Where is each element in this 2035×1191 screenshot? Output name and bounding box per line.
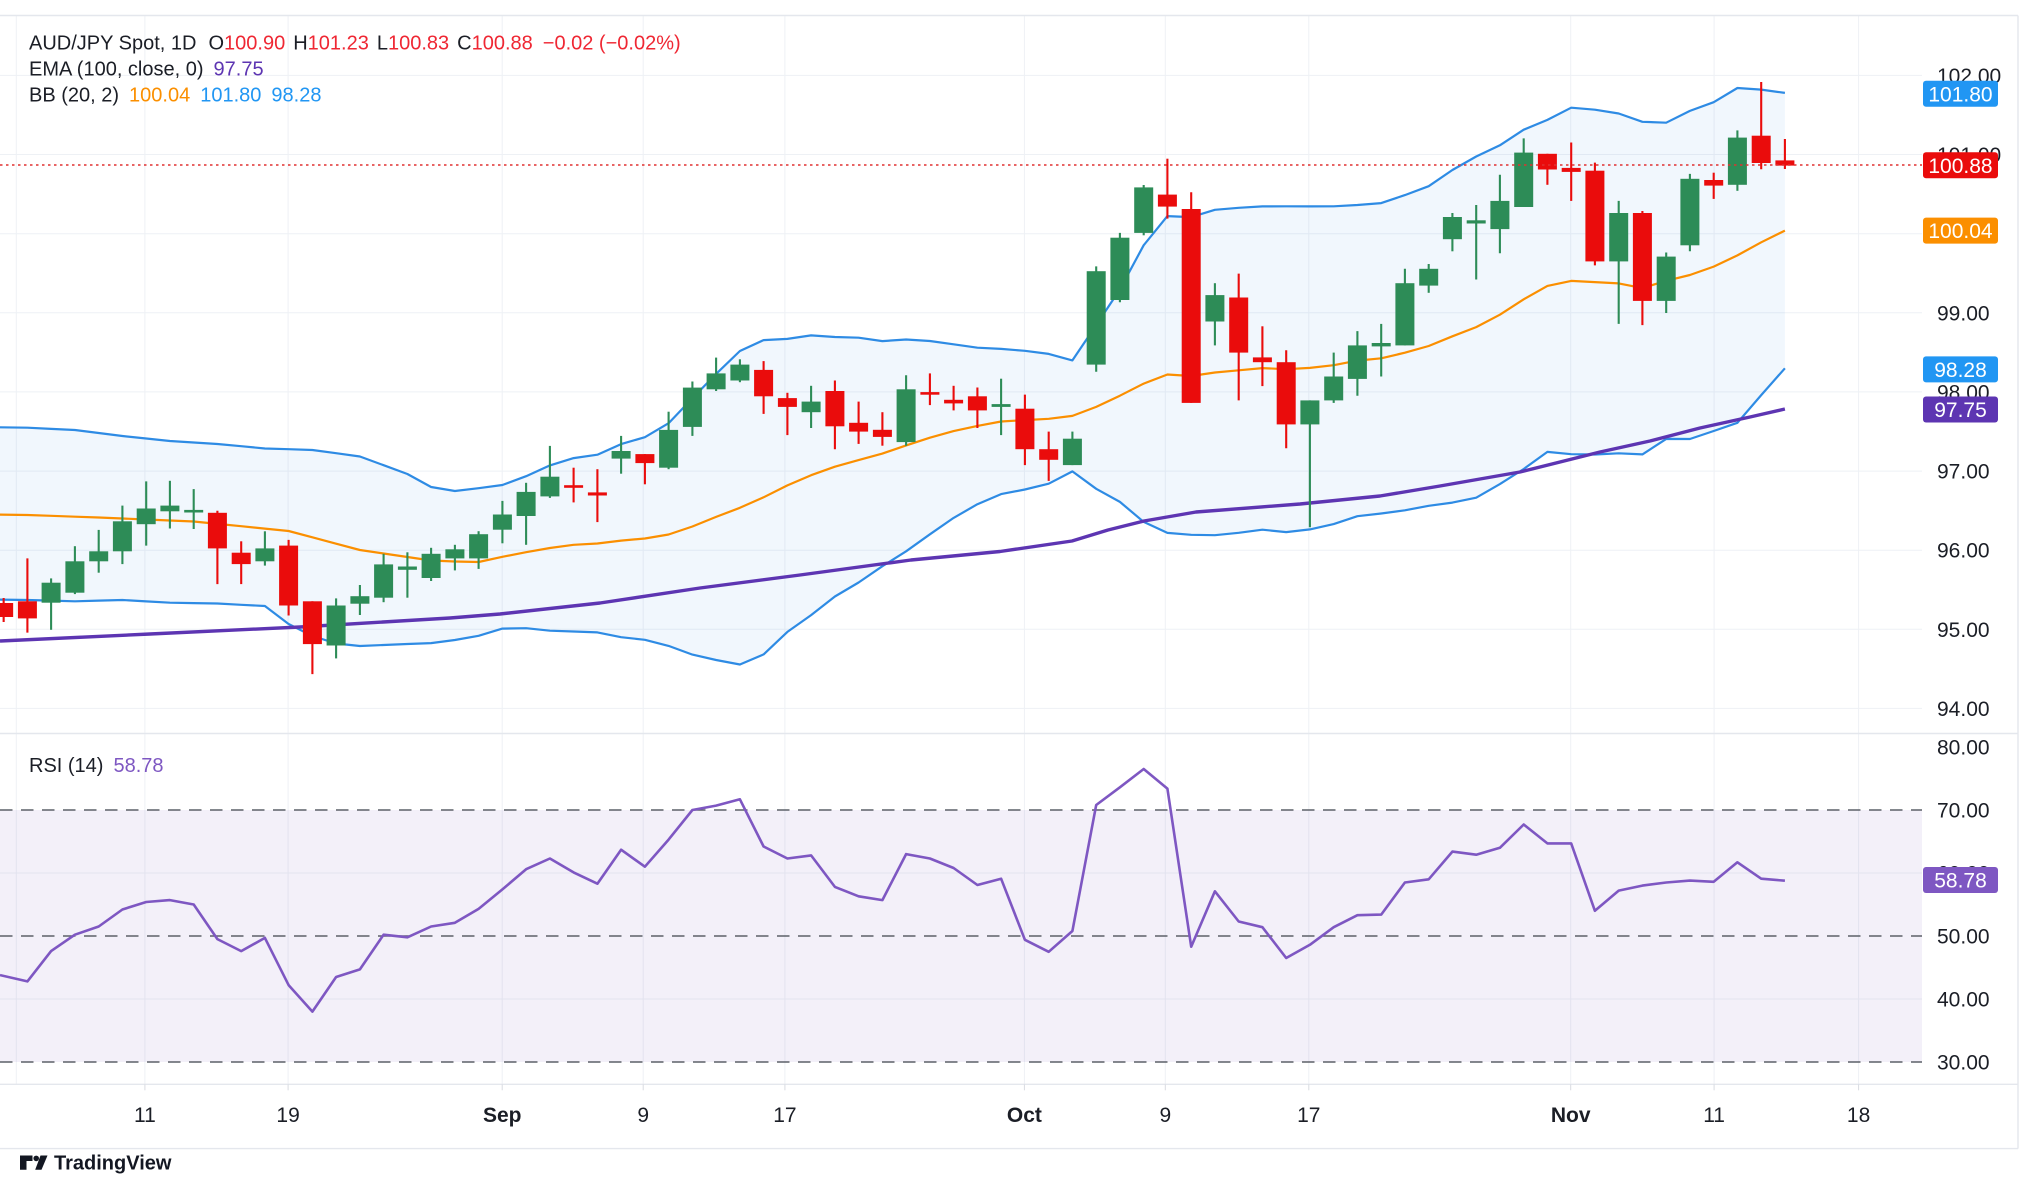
svg-text:18: 18: [1847, 1104, 1870, 1127]
svg-text:EMA (100, close, 0)97.75: EMA (100, close, 0) 97.75: [29, 59, 264, 81]
svg-text:Sep: Sep: [483, 1104, 522, 1127]
svg-text:40.00: 40.00: [1937, 989, 1990, 1012]
svg-text:11: 11: [134, 1104, 156, 1127]
svg-text:80.00: 80.00: [1937, 737, 1990, 760]
svg-text:58.78: 58.78: [1934, 870, 1987, 893]
svg-text:TradingView: TradingView: [54, 1153, 172, 1175]
svg-text:97.00: 97.00: [1937, 461, 1990, 484]
svg-text:96.00: 96.00: [1937, 540, 1990, 563]
svg-text:100.04: 100.04: [1928, 220, 1993, 243]
svg-text:99.00: 99.00: [1937, 302, 1990, 325]
svg-text:19: 19: [276, 1104, 299, 1127]
svg-text:98.28: 98.28: [1934, 359, 1987, 382]
svg-text:97.75: 97.75: [1934, 399, 1987, 422]
svg-text:95.00: 95.00: [1937, 619, 1990, 642]
svg-text:50.00: 50.00: [1937, 926, 1990, 949]
svg-text:101.80: 101.80: [1928, 83, 1992, 106]
svg-text:Nov: Nov: [1551, 1104, 1591, 1127]
svg-text:RSI (14)58.78: RSI (14) 58.78: [29, 755, 164, 777]
svg-text:94.00: 94.00: [1937, 698, 1990, 721]
svg-text:Oct: Oct: [1007, 1104, 1042, 1127]
svg-text:9: 9: [1159, 1104, 1171, 1127]
svg-text:11: 11: [1703, 1104, 1725, 1127]
svg-text:17: 17: [773, 1104, 796, 1127]
svg-text:9: 9: [637, 1104, 649, 1127]
svg-text:70.00: 70.00: [1937, 800, 1990, 823]
svg-text:30.00: 30.00: [1937, 1052, 1990, 1075]
svg-text:17: 17: [1297, 1104, 1320, 1127]
svg-text:100.88: 100.88: [1928, 155, 1992, 178]
